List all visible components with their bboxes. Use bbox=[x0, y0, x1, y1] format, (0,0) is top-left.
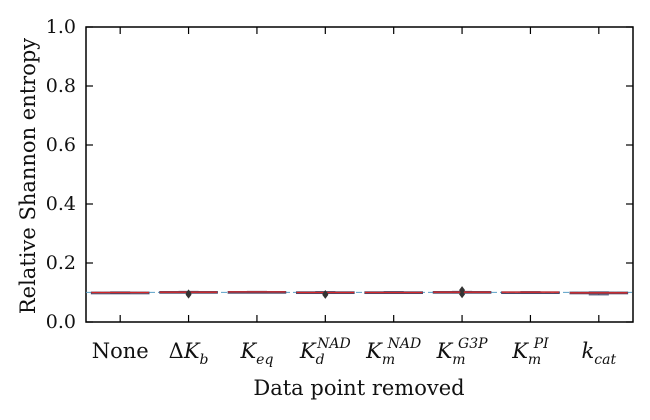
axes-frame bbox=[85, 26, 634, 323]
x-tick-label: Keq bbox=[239, 339, 273, 368]
y-axis-label: Relative Shannon entropy bbox=[16, 38, 40, 314]
y-tick-label: 0.0 bbox=[46, 311, 76, 333]
x-tick-label: KdNAD bbox=[299, 336, 351, 368]
y-tick-label: 0.2 bbox=[46, 252, 76, 274]
outlier-marker bbox=[459, 290, 466, 299]
outlier-marker bbox=[322, 289, 329, 298]
y-tick-label: 1.0 bbox=[46, 16, 76, 38]
outlier-marker bbox=[185, 289, 192, 298]
x-tick-label: KmPI bbox=[511, 336, 549, 368]
outlier-marker bbox=[459, 286, 466, 295]
x-axis-label: Data point removed bbox=[253, 376, 464, 400]
x-tick-label: KmNAD bbox=[365, 336, 421, 368]
x-tick-label: ΔKb bbox=[169, 339, 209, 368]
x-tick-label: KmG3P bbox=[436, 336, 489, 368]
y-tick-label: 0.6 bbox=[46, 134, 76, 156]
plot-area: 0.0 0.2 0.4 0.6 0.8 1.0 None ΔKb Keq KdNAD KmNAD Km… bbox=[46, 16, 634, 368]
x-tick-label: None bbox=[92, 339, 149, 363]
y-tick-label: 0.8 bbox=[46, 75, 76, 97]
y-tick-label: 0.4 bbox=[46, 193, 76, 215]
x-tick-label: kcat bbox=[582, 339, 617, 368]
